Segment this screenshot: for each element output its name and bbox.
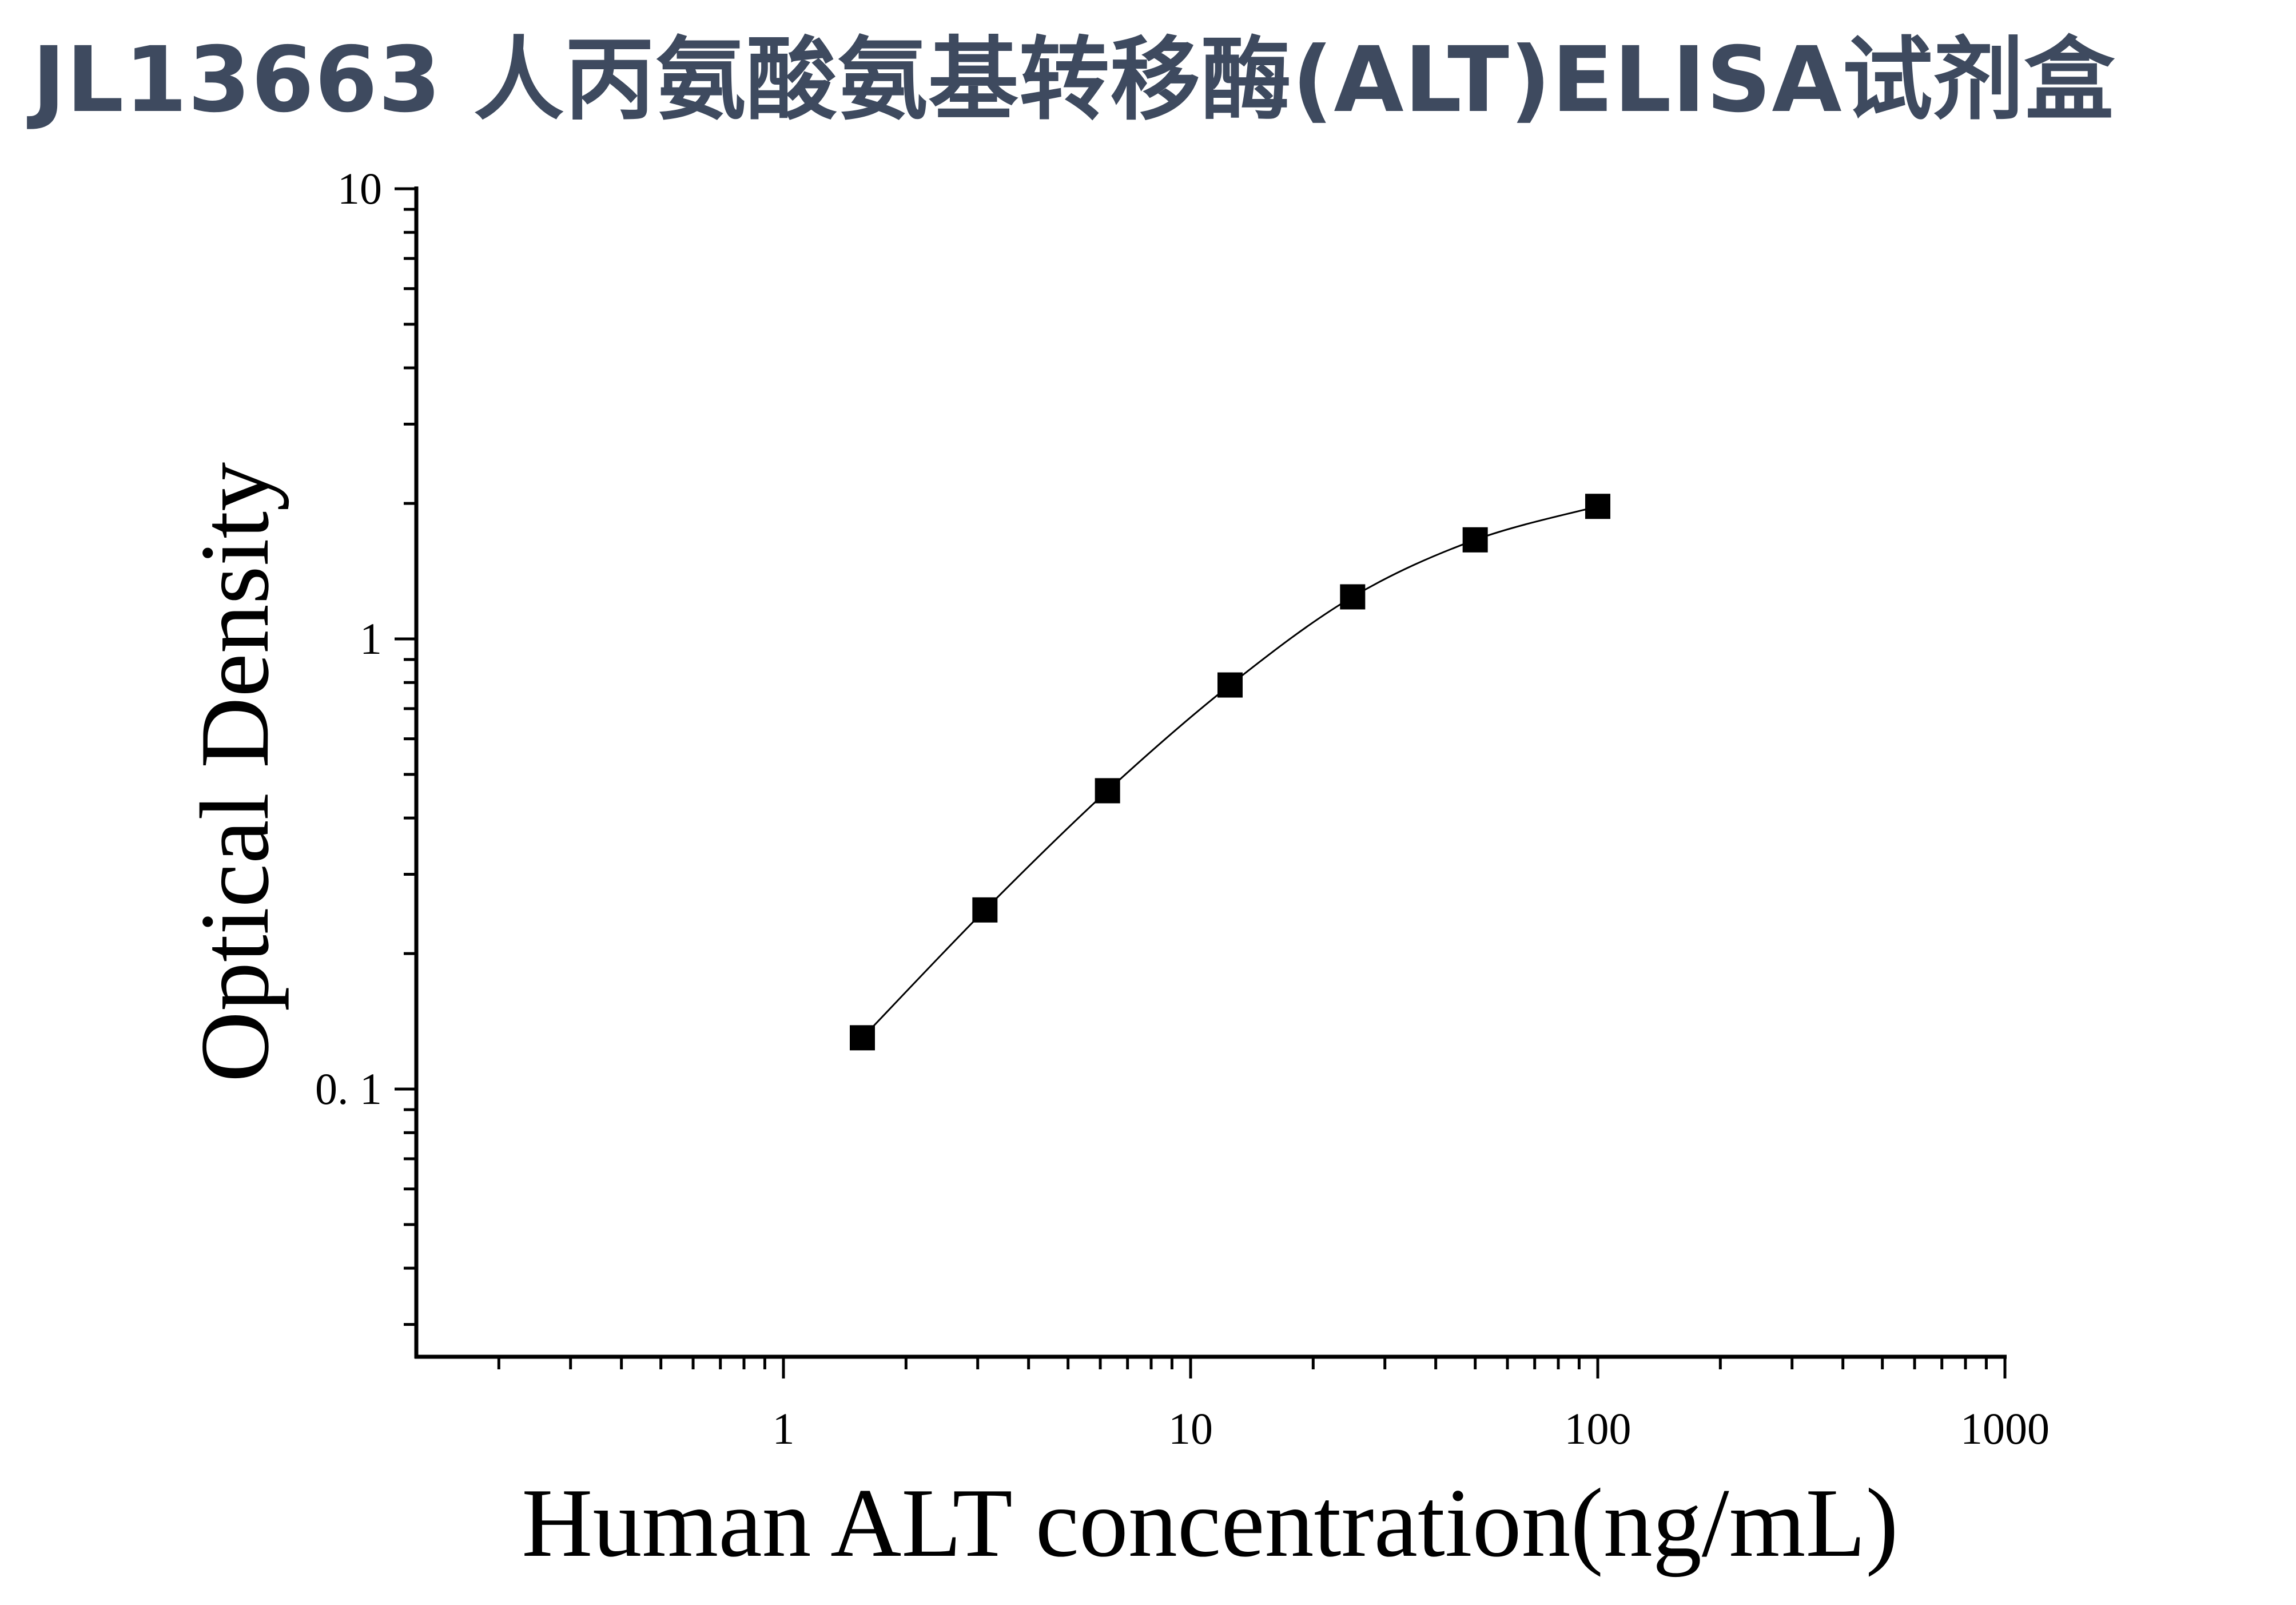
- tick-labels: 1 10 100 1000 0. 1 1 10: [315, 164, 2050, 1453]
- data-point: [1095, 778, 1120, 804]
- axes: [414, 186, 2007, 1359]
- x-tick-label: 100: [1565, 1404, 1632, 1453]
- ticks: [395, 187, 2007, 1378]
- x-axis-label: Human ALT concentration(ng/mL): [522, 1469, 1899, 1578]
- data-point: [1217, 672, 1243, 698]
- data-point: [1340, 584, 1366, 610]
- chart-title: JL13663 人丙氨酸氨基转移酶(ALT)ELISA试剂盒: [32, 27, 2115, 133]
- x-tick-label: 10: [1168, 1404, 1213, 1453]
- data-point: [1585, 494, 1610, 519]
- y-tick-label: 1: [360, 614, 382, 664]
- y-tick-label: 0. 1: [315, 1064, 382, 1114]
- y-tick-label: 10: [337, 164, 382, 213]
- data-point: [849, 1025, 875, 1051]
- data-point: [1462, 527, 1488, 553]
- data-points: [849, 494, 1610, 1051]
- x-tick-label: 1000: [1960, 1404, 2050, 1453]
- fit-curve: [861, 505, 1598, 1039]
- y-axis-label: Optical Density: [181, 462, 289, 1082]
- data-point: [972, 897, 998, 923]
- x-tick-label: 1: [773, 1404, 795, 1453]
